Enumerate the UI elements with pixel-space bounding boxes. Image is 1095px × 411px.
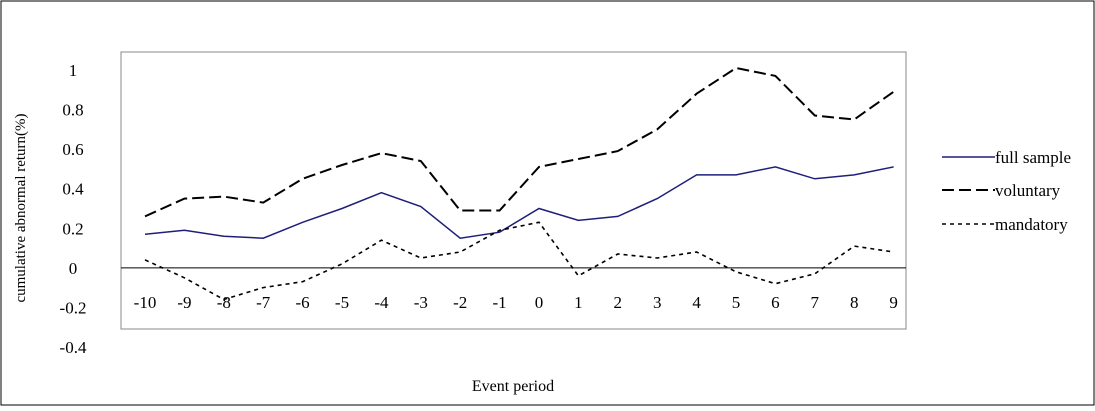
y-tick-label: 0.4 (62, 180, 84, 199)
x-tick-label: 1 (574, 293, 583, 312)
x-tick-label: 9 (889, 293, 898, 312)
x-tick-label: -3 (414, 293, 428, 312)
y-tick-label: -0.4 (60, 338, 87, 357)
x-tick-label: -2 (453, 293, 467, 312)
legend-label: voluntary (995, 181, 1061, 200)
x-tick-label: 4 (692, 293, 701, 312)
x-tick-label: -6 (296, 293, 310, 312)
x-tick-label: 8 (850, 293, 859, 312)
y-tick-label: 0.2 (62, 219, 83, 238)
x-tick-label: 7 (811, 293, 820, 312)
x-tick-label: -8 (217, 293, 231, 312)
x-tick-label: -7 (256, 293, 271, 312)
legend-label: mandatory (995, 215, 1068, 234)
y-tick-label: 0.8 (62, 101, 83, 120)
x-tick-label: -4 (374, 293, 389, 312)
y-tick-label: -0.2 (60, 298, 87, 317)
y-tick-label: 0 (69, 259, 78, 278)
x-axis-label: Event period (472, 378, 554, 395)
x-tick-label: 0 (535, 293, 544, 312)
legend-label: full sample (995, 148, 1071, 167)
x-tick-label: 3 (653, 293, 662, 312)
x-tick-label: 6 (771, 293, 780, 312)
x-tick-label: -10 (134, 293, 157, 312)
x-tick-label: -1 (493, 293, 507, 312)
y-axis-label: cumulative abnormal return(%) (13, 113, 29, 302)
y-tick-label: 1 (69, 61, 78, 80)
y-tick-label: 0.6 (62, 140, 83, 159)
x-tick-label: 2 (614, 293, 623, 312)
x-tick-label: -5 (335, 293, 349, 312)
x-tick-label: 5 (732, 293, 741, 312)
x-tick-label: -9 (177, 293, 191, 312)
